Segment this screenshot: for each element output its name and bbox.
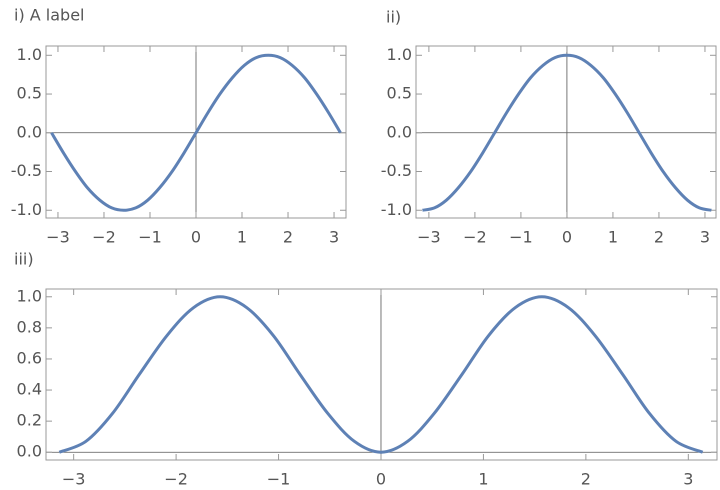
y-tick-label: -1.0: [381, 200, 412, 219]
data-line: [50, 53, 342, 212]
y-tick-label: 0.4: [17, 380, 42, 399]
x-tick-label: 0: [376, 470, 386, 489]
y-tick-label: -0.5: [381, 161, 412, 180]
y-tick-label: 1.0: [17, 45, 42, 64]
x-tick-label: 3: [683, 470, 693, 489]
x-tick-label: 1: [237, 228, 247, 247]
x-tick-label: 2: [283, 228, 293, 247]
y-tick-label: 0.0: [17, 442, 42, 461]
x-tick-label: −3: [62, 470, 86, 489]
x-tick-label: 2: [581, 470, 591, 489]
x-tick-label: −2: [92, 228, 116, 247]
x-tick-label: −3: [46, 228, 70, 247]
x-tick-label: 3: [700, 228, 710, 247]
panel-title: ii): [386, 8, 401, 27]
plot-frame: [45, 288, 718, 461]
x-tick-label: 1: [608, 228, 618, 247]
x-tick-label: 3: [329, 228, 339, 247]
y-tick-label: -1.0: [11, 200, 42, 219]
y-tick-label: -0.5: [11, 161, 42, 180]
data-line: [422, 53, 712, 212]
x-tick-label: −2: [164, 470, 188, 489]
y-tick-label: 0.5: [17, 84, 42, 103]
y-tick-label: 1.0: [387, 45, 412, 64]
y-tick-label: 0.2: [17, 411, 42, 430]
y-tick-label: 0.8: [17, 317, 42, 336]
y-tick-label: 1.0: [17, 286, 42, 305]
panel-title: iii): [14, 250, 34, 269]
y-tick-label: 0.5: [387, 84, 412, 103]
x-tick-label: −1: [509, 228, 533, 247]
y-tick-label: 0.0: [387, 122, 412, 141]
x-tick-label: 2: [654, 228, 664, 247]
data-line: [58, 295, 704, 454]
x-tick-label: 1: [478, 470, 488, 489]
x-tick-label: 0: [191, 228, 201, 247]
x-tick-label: −2: [463, 228, 487, 247]
x-tick-label: −3: [417, 228, 441, 247]
plot-frame: [415, 45, 717, 219]
y-tick-label: 0.0: [17, 122, 42, 141]
panel-title: i) A label: [14, 6, 85, 25]
x-tick-label: 0: [562, 228, 572, 247]
x-tick-label: −1: [138, 228, 162, 247]
x-tick-label: −1: [267, 470, 291, 489]
y-tick-label: 0.6: [17, 348, 42, 367]
